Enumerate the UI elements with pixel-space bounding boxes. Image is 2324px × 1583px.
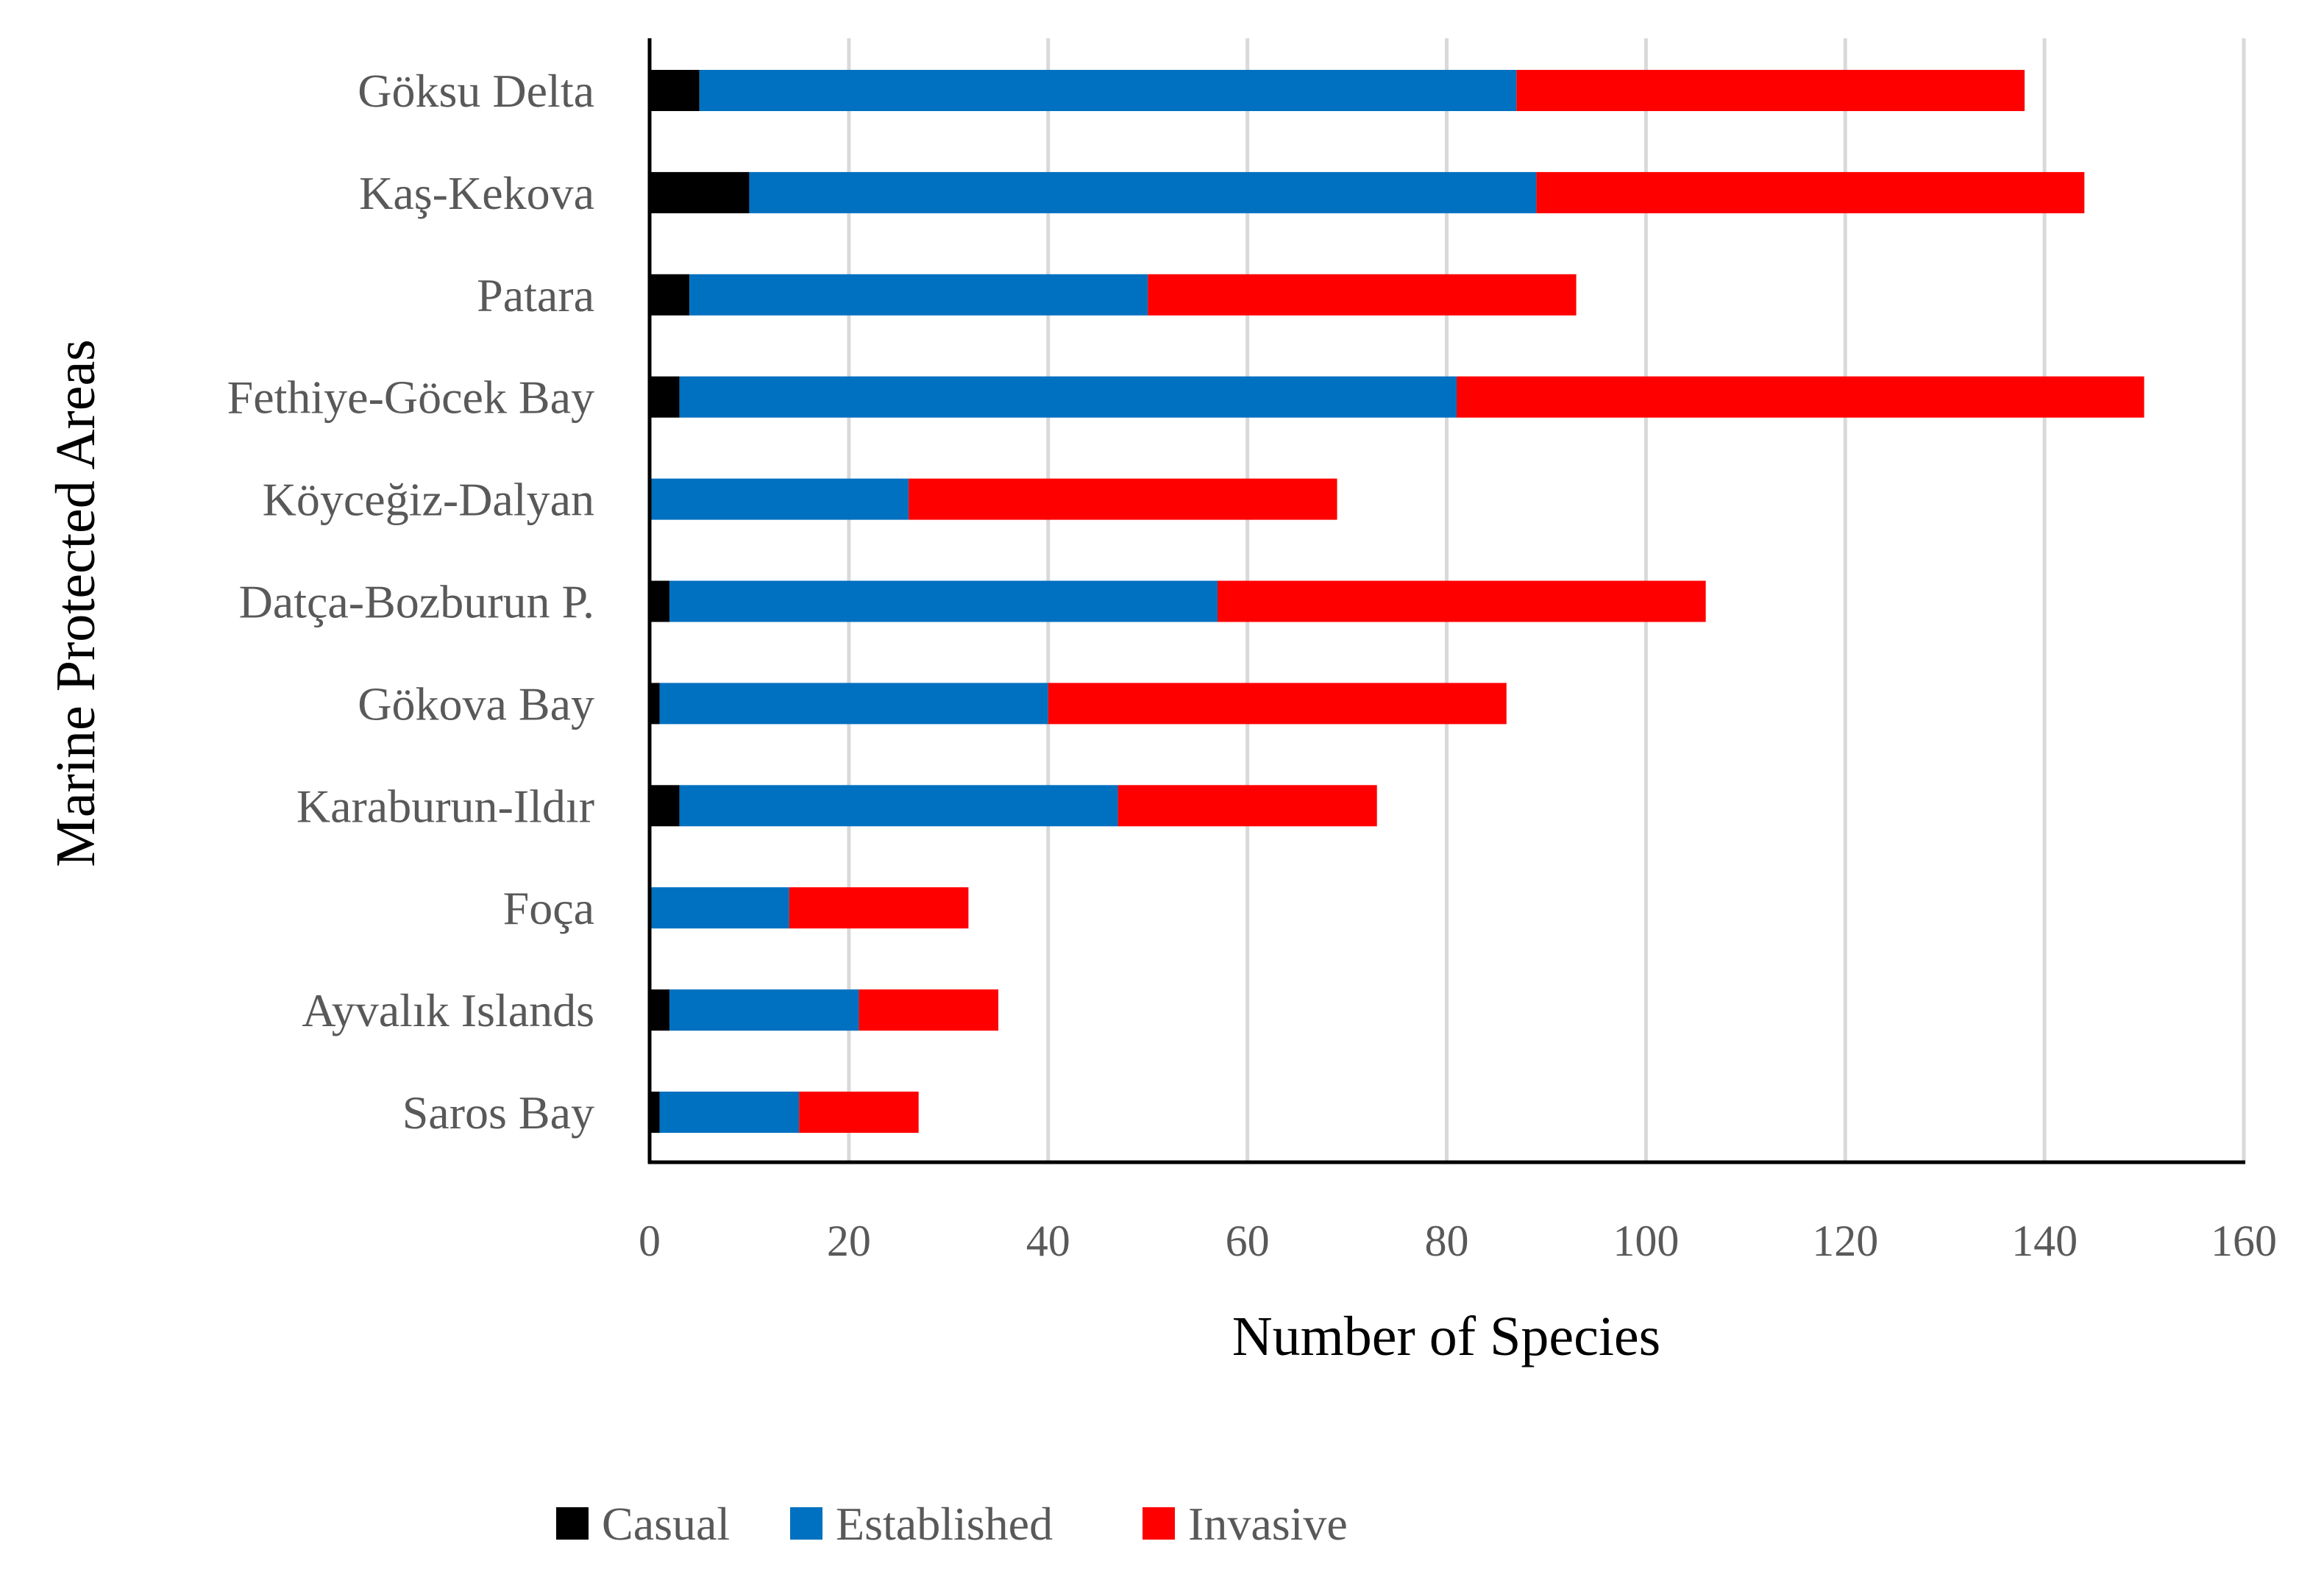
category-label: Ayvalık Islands xyxy=(302,984,594,1036)
bar-established-6 xyxy=(659,683,1048,725)
category-label: Fethiye-Göcek Bay xyxy=(227,371,594,424)
x-tick-label: 140 xyxy=(2011,1217,2078,1265)
bar-established-1 xyxy=(749,171,1537,213)
bar-invasive-6 xyxy=(1048,683,1507,725)
bar-invasive-3 xyxy=(1457,376,2144,418)
bar-invasive-4 xyxy=(909,478,1337,520)
x-tick-label: 80 xyxy=(1425,1217,1469,1265)
x-tick-labels: 0 20 40 60 80 100 120 140 160 xyxy=(639,1217,2277,1265)
bar-casual-0 xyxy=(650,70,700,111)
category-label: Göksu Delta xyxy=(358,65,594,117)
bar-established-2 xyxy=(689,274,1148,316)
bar-invasive-10 xyxy=(799,1092,919,1133)
category-label: Patara xyxy=(477,269,594,321)
bar-casual-7 xyxy=(650,785,680,827)
legend-swatch-casual xyxy=(556,1507,589,1540)
x-tick-label: 60 xyxy=(1226,1217,1270,1265)
bar-established-5 xyxy=(669,580,1218,622)
legend-swatch-invasive xyxy=(1143,1507,1175,1540)
x-tick-label: 100 xyxy=(1613,1217,1679,1265)
bar-established-0 xyxy=(699,70,1517,111)
bar-invasive-7 xyxy=(1117,785,1377,827)
bar-casual-2 xyxy=(650,274,690,316)
x-tick-label: 120 xyxy=(1812,1217,1878,1265)
legend-label-established: Established xyxy=(836,1498,1053,1550)
bar-established-9 xyxy=(669,989,859,1031)
x-tick-label: 160 xyxy=(2211,1217,2277,1265)
legend-label-invasive: Invasive xyxy=(1188,1498,1348,1550)
legend-swatch-established xyxy=(790,1507,822,1540)
bar-casual-9 xyxy=(650,989,670,1031)
bar-established-7 xyxy=(679,785,1118,827)
bars xyxy=(650,70,2144,1133)
category-labels: Göksu Delta Kaş-Kekova Patara Fethiye-Göcek… xyxy=(227,65,594,1139)
bar-casual-3 xyxy=(650,376,680,418)
bar-invasive-2 xyxy=(1148,274,1577,316)
bar-established-3 xyxy=(679,376,1457,418)
bar-established-4 xyxy=(650,478,909,520)
bar-casual-1 xyxy=(650,171,750,213)
bar-casual-10 xyxy=(650,1092,660,1133)
bar-invasive-0 xyxy=(1516,70,2025,111)
category-label: Karaburun-Ildır xyxy=(296,780,594,832)
bar-invasive-5 xyxy=(1217,580,1706,622)
bar-invasive-9 xyxy=(859,989,999,1031)
category-label: Kaş-Kekova xyxy=(359,167,594,219)
axes xyxy=(647,38,2245,1164)
x-tick-label: 40 xyxy=(1026,1217,1070,1265)
category-label: Saros Bay xyxy=(402,1086,594,1139)
bar-invasive-8 xyxy=(789,887,969,929)
bar-casual-6 xyxy=(650,683,660,725)
x-axis-title: Number of Species xyxy=(1232,1306,1661,1367)
category-label: Gökova Bay xyxy=(358,677,594,730)
bar-invasive-1 xyxy=(1536,171,2085,213)
category-label: Datça-Bozburun P. xyxy=(239,576,594,628)
legend-label-casual: Casual xyxy=(602,1498,730,1550)
legend: Casual Established Invasive xyxy=(556,1498,1348,1550)
x-tick-label: 20 xyxy=(827,1217,871,1265)
bar-established-8 xyxy=(650,887,789,929)
category-label: Köyceğiz-Dalyan xyxy=(263,474,594,526)
bar-established-10 xyxy=(659,1092,800,1133)
y-axis-title: Marine Protected Areas xyxy=(45,339,107,867)
bar-casual-5 xyxy=(650,580,670,622)
category-label: Foça xyxy=(503,882,594,934)
x-tick-label: 0 xyxy=(639,1217,661,1265)
